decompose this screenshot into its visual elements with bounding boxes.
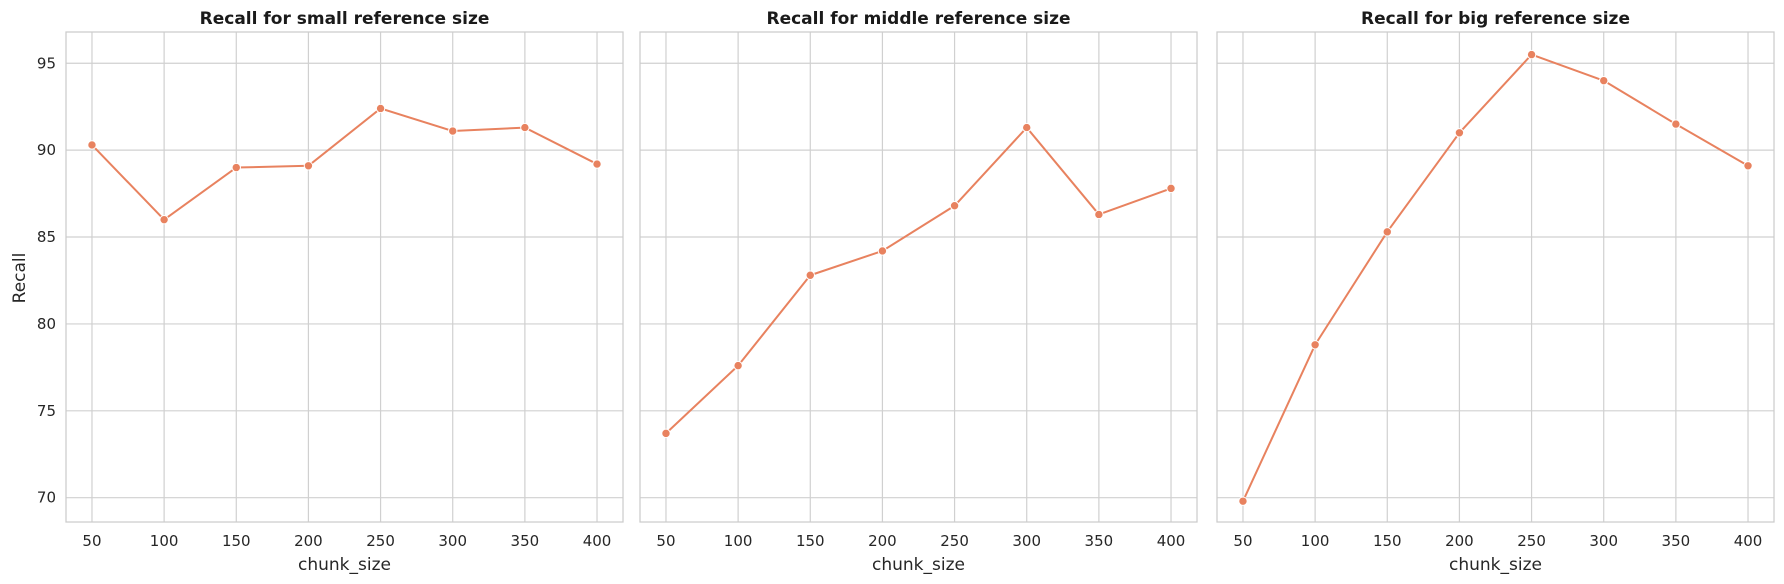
- chart-panel-2: 50 100 150 200 250 300 350 400 Recall for middle…: [639, 9, 1198, 575]
- panel-title: Recall for big reference size: [1361, 9, 1630, 29]
- x-tick-label: 50: [1233, 532, 1252, 550]
- series-line: [665, 126, 1172, 435]
- plot-frame: [639, 31, 1198, 523]
- chart-panel-1: 50 100 150 200 250 300 350 400 70 75 80 85 90 95 Recal…: [37, 9, 624, 575]
- x-tick-label: 200: [1445, 532, 1474, 550]
- data-point: [1743, 161, 1753, 171]
- x-tick-label: 250: [940, 532, 969, 550]
- data-point: [592, 159, 602, 169]
- data-point: [805, 270, 815, 280]
- data-point: [303, 161, 314, 171]
- x-tick-label: 400: [583, 532, 612, 550]
- y-tick-label: 70: [37, 489, 56, 507]
- panel-title: Recall for middle reference size: [766, 9, 1070, 29]
- x-tick-label: 350: [1662, 532, 1691, 550]
- y-tick-label: 80: [37, 315, 56, 333]
- y-tick-label: 75: [37, 402, 56, 420]
- data-point: [159, 214, 169, 225]
- x-axis-label: chunk_size: [1449, 555, 1542, 575]
- series-line: [91, 107, 598, 221]
- x-tick-label: 50: [656, 532, 675, 550]
- x-tick-label: 250: [1517, 532, 1546, 550]
- chart-panel-3: 50 100 150 200 250 300 350 400 Recall for big re…: [1216, 9, 1775, 575]
- data-point: [1166, 183, 1176, 194]
- x-tick-label: 400: [1157, 532, 1186, 550]
- data-point: [520, 122, 530, 133]
- data-point: [1310, 340, 1320, 350]
- x-tick-label: 200: [868, 532, 897, 550]
- plot-frame: [1216, 31, 1775, 523]
- x-tick-label: 150: [1373, 532, 1402, 550]
- data-point: [375, 103, 386, 114]
- data-point: [1671, 119, 1681, 129]
- x-tick-label: 350: [1085, 532, 1114, 550]
- data-point: [1094, 209, 1104, 220]
- x-axis-label: chunk_size: [872, 555, 965, 575]
- x-tick-label: 200: [294, 532, 323, 550]
- y-tick-label: 95: [37, 54, 56, 72]
- x-tick-label: 350: [511, 532, 540, 550]
- y-tick-label: 85: [37, 228, 56, 246]
- data-point: [1526, 49, 1537, 60]
- x-tick-label: 250: [366, 532, 395, 550]
- data-point: [448, 126, 458, 136]
- x-tick-label: 400: [1734, 532, 1763, 550]
- data-point: [87, 140, 97, 150]
- x-tick-label: 100: [1301, 532, 1330, 550]
- data-point: [1022, 122, 1032, 133]
- data-point: [949, 201, 960, 211]
- data-point: [1382, 227, 1392, 237]
- x-axis-label: chunk_size: [298, 555, 391, 575]
- x-tick-label: 100: [724, 532, 753, 550]
- data-point: [733, 360, 743, 371]
- data-point: [877, 246, 888, 256]
- data-point: [1454, 128, 1465, 138]
- x-tick-label: 150: [796, 532, 825, 550]
- panel-title: Recall for small reference size: [200, 9, 490, 29]
- x-tick-label: 100: [150, 532, 179, 550]
- series-line: [1242, 53, 1749, 502]
- data-point: [231, 162, 241, 173]
- x-tick-label: 300: [1589, 532, 1618, 550]
- plot-frame: [65, 31, 624, 523]
- y-axis-label: Recall: [10, 253, 30, 304]
- data-point: [1238, 496, 1248, 506]
- data-point: [1599, 75, 1609, 86]
- x-tick-label: 300: [1012, 532, 1041, 550]
- x-tick-label: 50: [82, 532, 101, 550]
- x-tick-label: 300: [438, 532, 467, 550]
- y-tick-label: 90: [37, 141, 56, 159]
- data-point: [661, 428, 671, 439]
- x-tick-label: 150: [222, 532, 251, 550]
